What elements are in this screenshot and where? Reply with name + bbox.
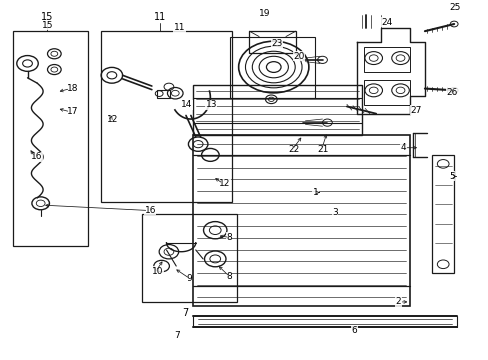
Text: 22: 22 — [288, 145, 299, 154]
Text: 16: 16 — [31, 152, 42, 161]
Text: 16: 16 — [144, 206, 156, 215]
Text: 5: 5 — [448, 172, 454, 181]
Text: 15: 15 — [42, 21, 54, 30]
Text: 20: 20 — [293, 52, 304, 61]
Bar — [157, 90, 170, 98]
Text: 12: 12 — [107, 114, 118, 123]
Bar — [363, 47, 409, 72]
Text: 21: 21 — [317, 145, 328, 154]
Text: 8: 8 — [225, 272, 231, 281]
Text: 3: 3 — [331, 208, 337, 217]
Text: 15: 15 — [41, 12, 53, 22]
Text: 13: 13 — [205, 100, 217, 109]
Text: 17: 17 — [66, 107, 78, 116]
Text: 26: 26 — [446, 87, 457, 96]
Text: 9: 9 — [185, 274, 191, 283]
Text: 7: 7 — [173, 332, 179, 341]
Text: 25: 25 — [448, 3, 460, 12]
Bar — [249, 31, 295, 53]
Bar — [431, 155, 453, 273]
Text: 24: 24 — [380, 18, 391, 27]
Bar — [101, 31, 232, 202]
Bar — [363, 80, 409, 105]
Bar — [142, 214, 237, 302]
Text: 18: 18 — [66, 84, 78, 93]
Text: 12: 12 — [219, 179, 230, 188]
Text: 10: 10 — [152, 267, 163, 276]
Text: 7: 7 — [182, 309, 187, 318]
Text: 19: 19 — [259, 9, 270, 18]
Bar — [193, 85, 361, 135]
Bar — [13, 31, 88, 246]
Text: 8: 8 — [225, 233, 231, 242]
Text: 27: 27 — [409, 105, 421, 114]
Text: 11: 11 — [153, 12, 166, 22]
Text: 23: 23 — [271, 39, 282, 48]
Bar — [229, 37, 315, 98]
Bar — [193, 135, 409, 306]
Text: 6: 6 — [351, 326, 357, 335]
Text: 4: 4 — [400, 143, 406, 152]
Text: 14: 14 — [181, 100, 192, 109]
Text: 2: 2 — [395, 297, 401, 306]
Text: 11: 11 — [173, 23, 185, 32]
Text: 1: 1 — [312, 188, 318, 197]
